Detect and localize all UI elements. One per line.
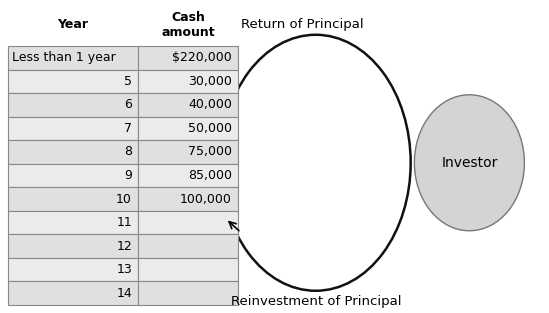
Text: 7: 7 [124,122,132,135]
Bar [8,46,138,69]
Bar [8,258,138,281]
Bar [8,117,138,140]
Bar [8,187,138,211]
Bar [138,140,238,164]
Bar [8,93,138,117]
Bar [8,281,138,305]
Bar [8,140,138,164]
Text: Cash
amount: Cash amount [161,11,215,39]
Text: Investor: Investor [441,156,497,170]
Text: Reinvestment of Principal: Reinvestment of Principal [231,295,401,308]
Bar [138,211,238,234]
Bar [138,164,238,187]
Bar [138,69,238,93]
Bar [138,234,238,258]
Text: 40,000: 40,000 [188,98,232,111]
Text: 14: 14 [116,287,132,300]
Text: 12: 12 [116,240,132,253]
Text: 100,000: 100,000 [180,192,232,206]
Bar [138,187,238,211]
Text: Less than 1 year: Less than 1 year [12,51,116,64]
Text: $220,000: $220,000 [172,51,232,64]
Bar [8,234,138,258]
Text: Return of Principal: Return of Principal [240,18,363,31]
Text: 6: 6 [124,98,132,111]
Text: 5: 5 [124,75,132,88]
Text: 10: 10 [116,192,132,206]
Bar [8,211,138,234]
Text: 30,000: 30,000 [188,75,232,88]
Ellipse shape [221,35,411,291]
Text: 11: 11 [116,216,132,229]
Ellipse shape [414,95,524,231]
Text: 8: 8 [124,146,132,158]
Bar [138,281,238,305]
Bar [8,164,138,187]
Text: 9: 9 [124,169,132,182]
Bar [138,93,238,117]
Bar [138,46,238,69]
Text: 13: 13 [116,263,132,276]
Bar [8,69,138,93]
Bar [138,258,238,281]
Text: 85,000: 85,000 [188,169,232,182]
Text: Year: Year [58,18,88,32]
Text: 50,000: 50,000 [188,122,232,135]
Text: 75,000: 75,000 [188,146,232,158]
Bar [138,117,238,140]
